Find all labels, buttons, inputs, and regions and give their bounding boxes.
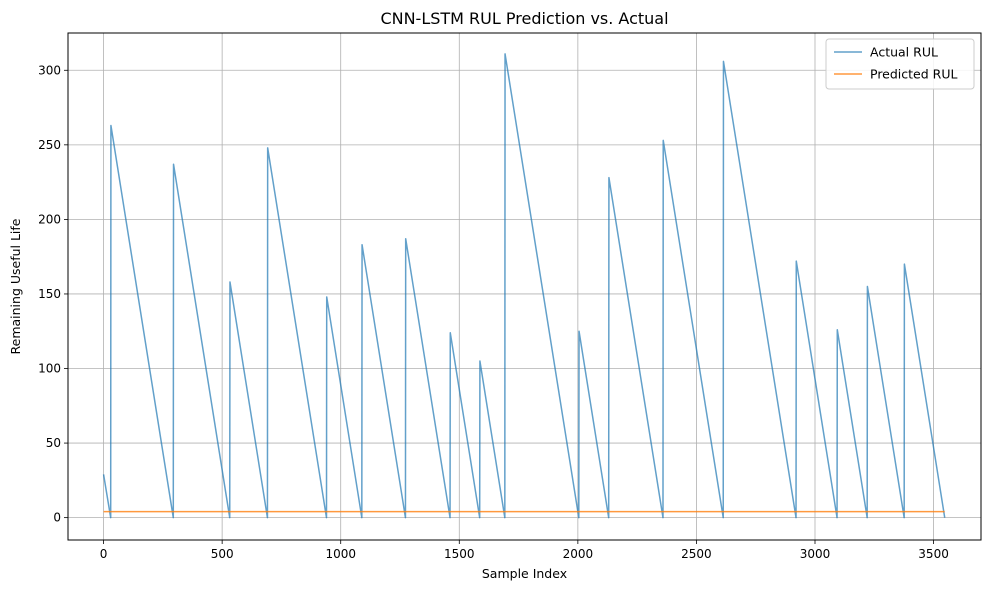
legend-label-predicted-rul: Predicted RUL — [870, 67, 957, 82]
legend-label-actual-rul: Actual RUL — [870, 45, 938, 60]
x-tick-label: 500 — [211, 547, 234, 561]
ticks: 0 500 1000 1500 2000 2500 3000 3500 0 50 100 150 200… — [38, 63, 949, 561]
legend: Actual RUL Predicted RUL — [825, 38, 975, 90]
series-layer — [102, 53, 946, 519]
chart-title: CNN-LSTM RUL Prediction vs. Actual — [380, 9, 668, 28]
y-tick-label: 0 — [53, 511, 61, 525]
x-tick-label: 2000 — [563, 547, 594, 561]
x-axis-label: Sample Index — [482, 566, 567, 581]
y-tick-label: 150 — [38, 287, 61, 301]
y-tick-label: 250 — [38, 138, 61, 152]
x-tick-label: 1000 — [325, 547, 356, 561]
y-axis-label: Remaining Useful Life — [8, 218, 23, 354]
x-tick-label: 3500 — [918, 547, 949, 561]
x-tick-label: 3000 — [800, 547, 831, 561]
y-tick-label: 300 — [38, 63, 61, 77]
x-tick-label: 1500 — [444, 547, 475, 561]
x-tick-label: 2500 — [681, 547, 712, 561]
y-tick-label: 200 — [38, 212, 61, 226]
legend-box — [825, 38, 975, 90]
actual-rul-line — [102, 53, 946, 519]
y-tick-label: 100 — [38, 362, 61, 376]
y-tick-label: 50 — [46, 436, 61, 450]
x-tick-label: 0 — [100, 547, 108, 561]
plot-frame — [67, 32, 982, 541]
grid — [68, 33, 981, 540]
